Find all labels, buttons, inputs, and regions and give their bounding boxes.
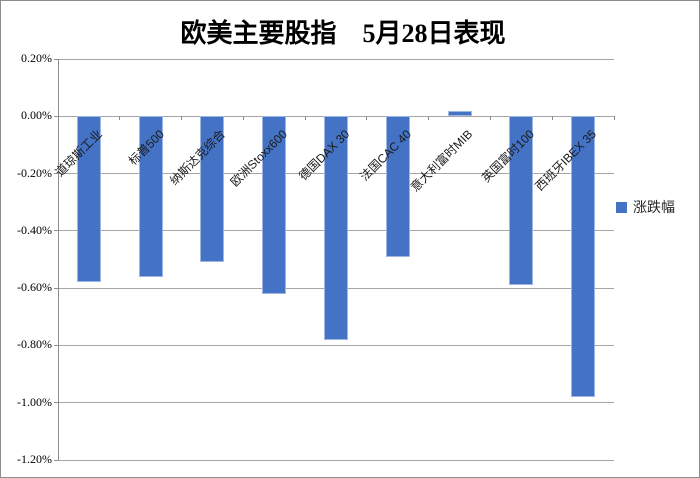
bar (200, 116, 225, 263)
x-axis-tick (57, 116, 59, 121)
gridline (58, 402, 614, 404)
y-axis-tick (54, 459, 58, 461)
y-axis-tick-label: -0.40% (17, 222, 52, 237)
bar (324, 116, 348, 340)
bar (76, 116, 101, 283)
x-axis-tick (181, 116, 183, 121)
y-axis-tick (54, 287, 58, 289)
y-axis-line (58, 59, 59, 460)
y-axis-tick (54, 173, 58, 175)
bar (447, 110, 472, 117)
legend-label: 涨跌幅 (633, 199, 675, 215)
y-axis-tick (54, 58, 58, 60)
gridline (58, 58, 614, 60)
bar (138, 116, 163, 277)
legend-swatch (616, 201, 627, 213)
y-axis-tick-label: -0.80% (17, 337, 52, 352)
legend: 涨跌幅 (616, 197, 675, 217)
x-axis-tick (613, 116, 615, 121)
gridline (58, 459, 614, 461)
y-axis-tick (54, 402, 58, 404)
category-label: 意大利富时MIB (408, 127, 476, 195)
x-axis-tick (119, 116, 121, 121)
y-axis-tick-label: 0.20% (21, 51, 52, 65)
x-axis-tick (428, 116, 430, 121)
x-axis-tick (489, 116, 491, 121)
bar (571, 116, 596, 397)
gridline (58, 344, 614, 346)
bar (385, 116, 410, 257)
y-axis-tick-label: -0.60% (17, 280, 52, 295)
x-axis-tick (242, 116, 244, 121)
y-axis-tick-label: -1.00% (17, 394, 52, 409)
y-axis-tick-label: -0.20% (17, 165, 52, 180)
x-axis-tick (551, 116, 553, 121)
y-axis-tick (54, 115, 58, 117)
x-axis-tick (304, 116, 306, 121)
y-axis-tick (54, 230, 58, 232)
bar (262, 116, 287, 294)
chart-title: 欧美主要股指 5月28日表现 (180, 19, 506, 48)
y-axis-tick-label: -1.20% (17, 452, 52, 466)
x-axis-tick (366, 116, 368, 121)
bar (509, 116, 534, 286)
y-axis-tick (54, 344, 58, 346)
y-axis-tick-label: 0.00% (21, 108, 52, 123)
